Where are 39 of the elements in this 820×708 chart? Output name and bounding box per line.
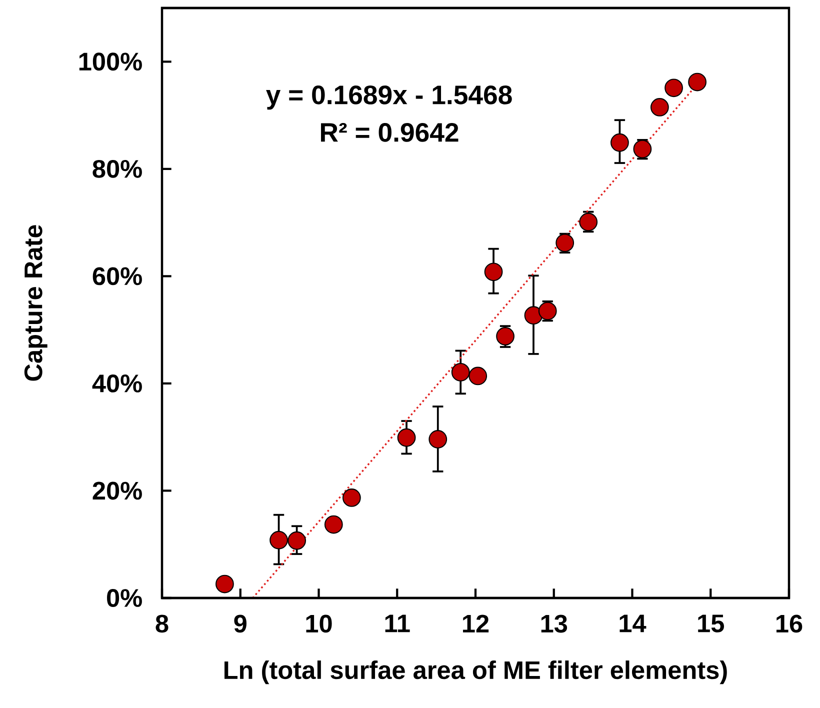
point: [556, 234, 574, 252]
point: [324, 515, 343, 534]
y-axis-title: Capture Rate: [24, 225, 48, 381]
y-tick-label: 40%: [92, 374, 142, 392]
point: [468, 366, 488, 386]
x-tick-label: 8: [156, 614, 168, 633]
point: [579, 212, 598, 232]
point: [270, 530, 288, 550]
x-tick-label: 10: [306, 614, 332, 633]
x-tick-label: 9: [234, 614, 246, 633]
point: [524, 306, 543, 325]
point: [342, 488, 361, 507]
point: [650, 98, 669, 116]
point: [496, 327, 514, 346]
point: [216, 574, 234, 594]
annotation: y = 0.1689x - 1.5468: [266, 86, 512, 110]
point: [664, 78, 683, 98]
point: [538, 302, 557, 320]
x-tick-label: 15: [698, 614, 724, 632]
y-tick-label: 20%: [92, 482, 142, 500]
point: [428, 430, 448, 448]
point: [688, 72, 706, 92]
y-tick-label: 0%: [107, 589, 142, 607]
x-tick-label: 12: [463, 614, 489, 632]
point: [288, 531, 306, 550]
point: [633, 140, 652, 158]
point: [451, 362, 470, 382]
x-tick-label: 13: [541, 614, 568, 633]
x-tick-label: 14: [620, 614, 646, 632]
x-tick-label: 16: [776, 614, 802, 633]
x-axis-title: Ln (total surfae area of ME filter elements): [224, 660, 727, 684]
annotation: R² = 0.9642: [321, 123, 458, 142]
y-tick-label: 60%: [92, 267, 142, 286]
point: [610, 133, 629, 152]
point: [397, 428, 416, 447]
y-tick-label: 100%: [79, 52, 142, 71]
y-tick-label: 80%: [92, 160, 142, 178]
x-tick-label: 11: [385, 614, 410, 632]
point: [484, 262, 503, 282]
